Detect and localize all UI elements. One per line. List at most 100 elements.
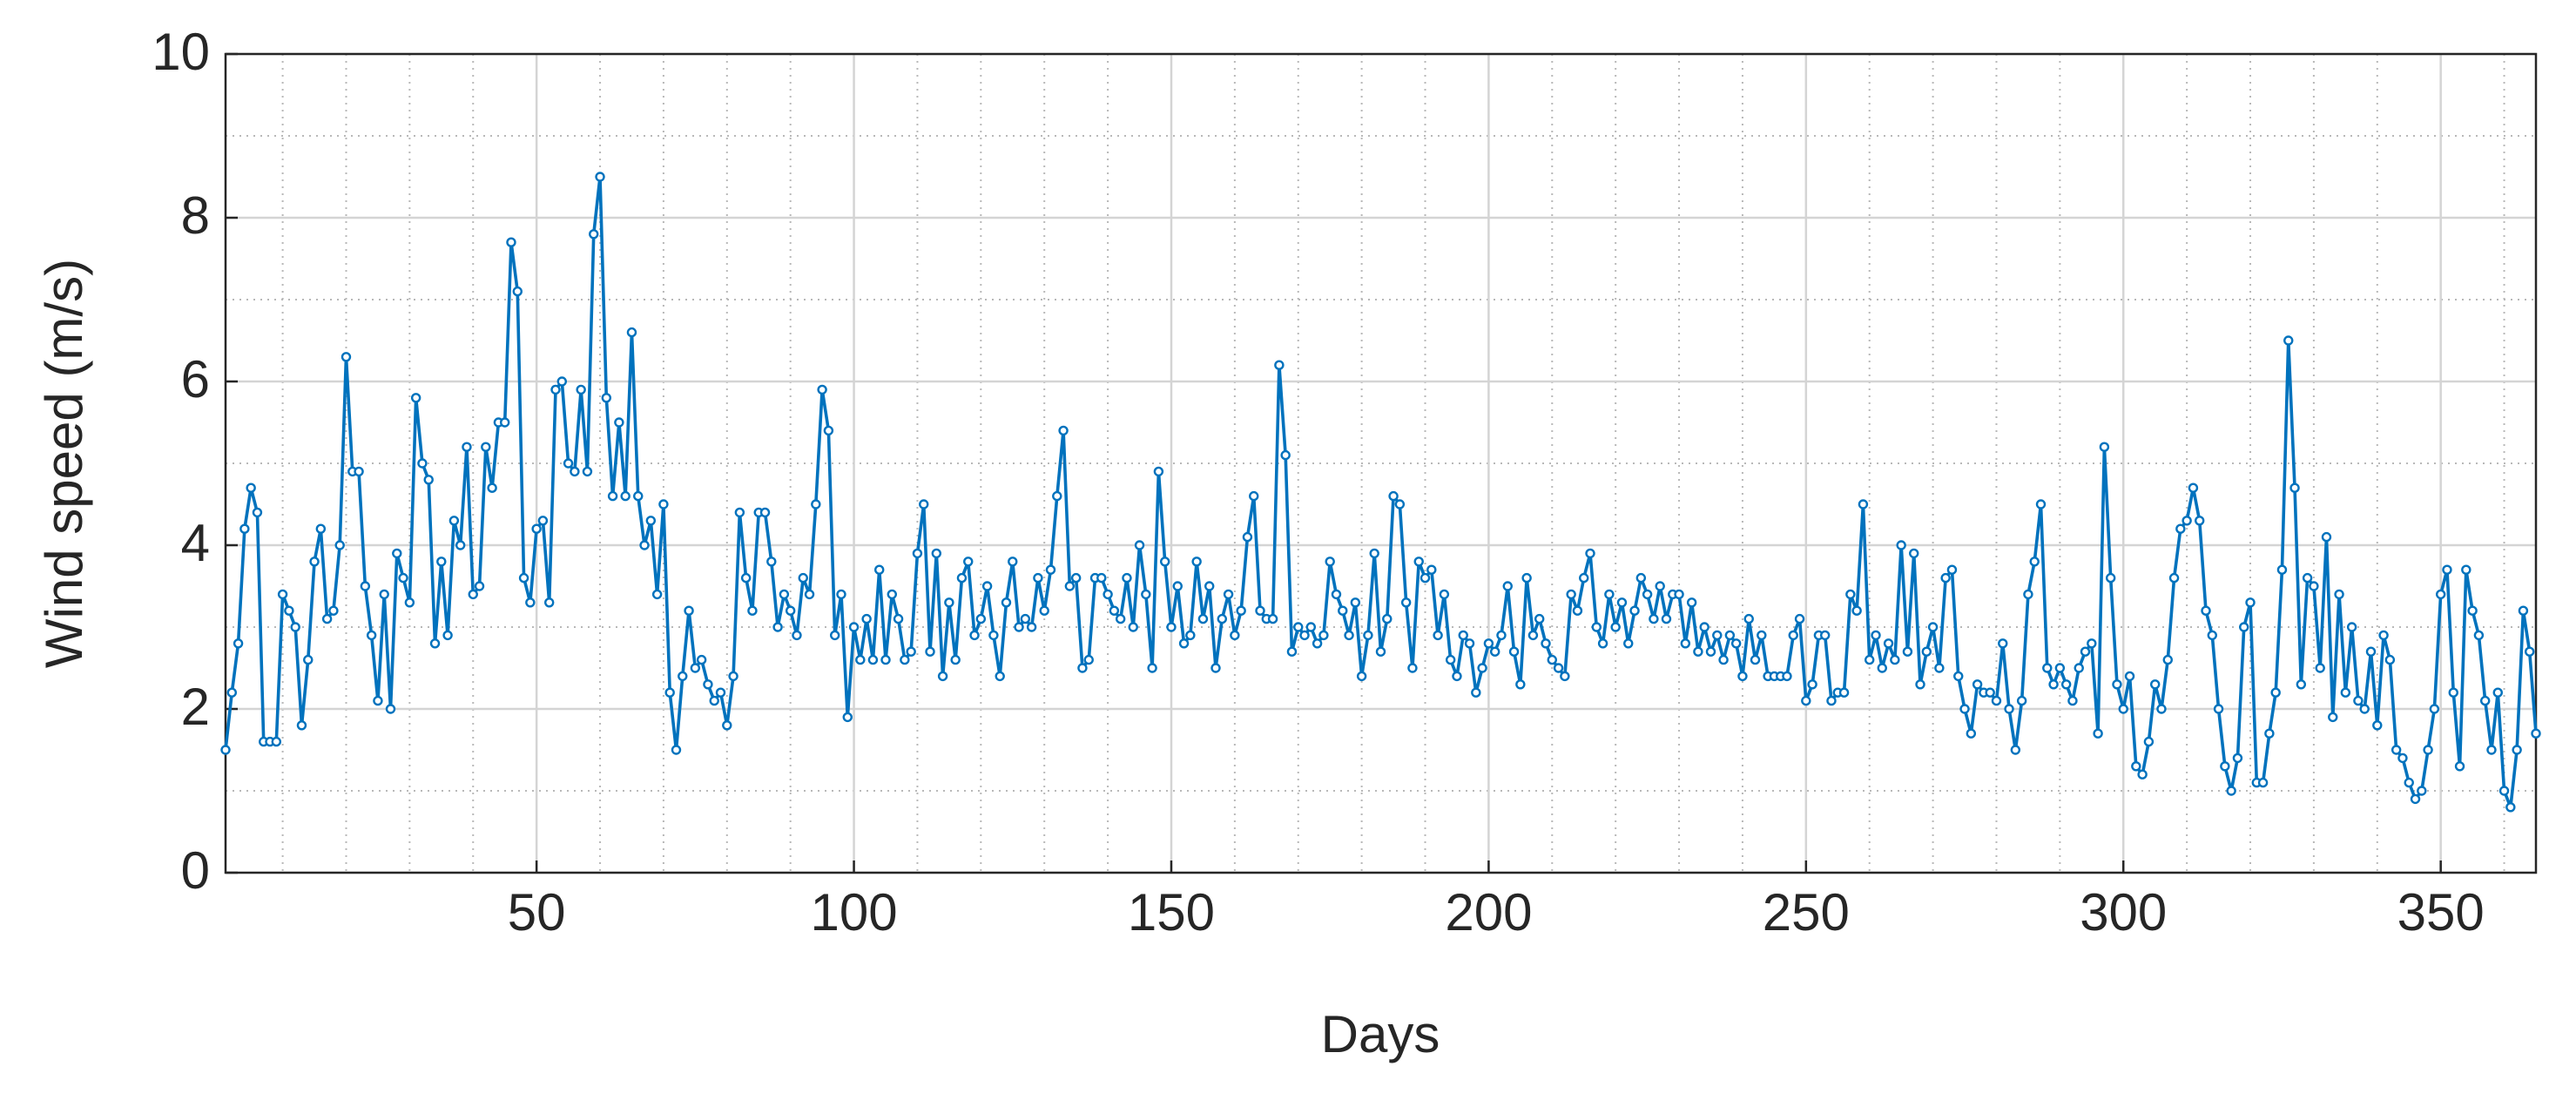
x-tick-label: 200: [1445, 883, 1532, 941]
data-point: [2023, 589, 2033, 600]
data-point: [1946, 564, 1958, 575]
data-point: [900, 654, 910, 665]
data-point: [1661, 613, 1672, 624]
x-tick-label: 100: [811, 883, 898, 941]
data-point: [861, 613, 872, 624]
data-point: [1020, 613, 1031, 624]
data-point: [309, 557, 320, 567]
data-point: [1070, 572, 1082, 584]
data-point: [1489, 646, 1500, 657]
data-point: [455, 540, 466, 550]
data-point: [651, 589, 663, 600]
data-point: [867, 654, 879, 665]
data-point: [252, 507, 263, 518]
data-point: [379, 589, 389, 600]
data-point: [2016, 695, 2027, 706]
data-point: [2391, 745, 2402, 755]
data-point: [284, 605, 294, 616]
data-point: [2054, 663, 2066, 673]
data-point: [2118, 704, 2128, 714]
data-point: [963, 557, 974, 567]
data-point: [404, 597, 415, 608]
data-point: [563, 458, 574, 469]
data-point: [2372, 720, 2383, 731]
data-point: [1122, 572, 1132, 584]
data-point: [1515, 679, 1526, 690]
data-point: [398, 572, 408, 584]
data-point: [550, 384, 561, 395]
data-point: [956, 572, 968, 584]
data-point: [2245, 597, 2256, 608]
data-point: [1236, 605, 1246, 616]
data-point: [2525, 646, 2535, 657]
data-point: [1655, 581, 1665, 591]
data-point: [1083, 654, 1094, 665]
data-point: [1363, 630, 1373, 641]
data-point: [1616, 597, 1628, 608]
data-point: [2010, 745, 2021, 755]
data-point: [1413, 557, 1424, 567]
data-point: [2080, 646, 2091, 657]
data-point: [595, 172, 605, 182]
data-point: [2397, 752, 2408, 764]
data-point: [1477, 663, 1487, 673]
data-point: [2340, 687, 2351, 698]
data-point: [1191, 557, 1202, 567]
data-point: [1838, 687, 1850, 698]
data-point: [1280, 449, 1291, 461]
data-point: [2093, 728, 2103, 739]
data-point: [499, 417, 510, 428]
data-point: [1458, 630, 1468, 641]
data-point: [759, 507, 771, 518]
data-point: [766, 557, 777, 567]
data-point: [1045, 564, 1056, 575]
data-point: [468, 589, 478, 600]
data-point: [1369, 548, 1379, 559]
data-point: [518, 572, 529, 584]
data-point: [1001, 597, 1012, 608]
data-point: [1356, 671, 1367, 682]
data-point: [2334, 589, 2344, 600]
data-point: [1172, 581, 1183, 591]
data-point: [684, 605, 694, 616]
data-point: [1858, 499, 1869, 510]
data-point: [1197, 613, 1209, 624]
data-point: [2302, 572, 2313, 584]
data-point: [2454, 761, 2465, 772]
data-point: [931, 548, 942, 559]
data-point: [2479, 695, 2491, 706]
data-point: [290, 622, 300, 632]
data-point: [2328, 712, 2338, 723]
data-point: [1819, 630, 1831, 641]
data-point: [887, 589, 897, 600]
data-point: [1693, 646, 1703, 657]
data-point: [1331, 589, 1342, 600]
data-point: [855, 654, 866, 665]
data-point: [2473, 630, 2485, 641]
data-point: [823, 425, 834, 436]
data-point: [2099, 442, 2110, 452]
data-point: [1242, 531, 1253, 543]
data-point: [969, 630, 980, 641]
data-point: [1902, 646, 1913, 657]
data-point: [570, 466, 580, 477]
data-point: [1585, 548, 1595, 559]
data-point: [1991, 695, 2002, 706]
data-point: [417, 458, 428, 469]
data-point: [2505, 802, 2516, 813]
data-point: [981, 581, 993, 591]
data-point: [1629, 605, 1640, 616]
data-point: [462, 442, 472, 452]
data-point: [995, 671, 1005, 682]
data-point: [2498, 786, 2510, 796]
data-point: [906, 646, 916, 657]
data-point: [2137, 769, 2148, 779]
data-point: [950, 654, 961, 665]
data-point: [842, 712, 853, 723]
data-point: [601, 393, 612, 403]
data-point: [1267, 613, 1278, 624]
data-point: [2257, 777, 2269, 788]
data-point: [1534, 613, 1545, 624]
data-point: [2087, 638, 2097, 649]
data-point: [722, 720, 732, 731]
